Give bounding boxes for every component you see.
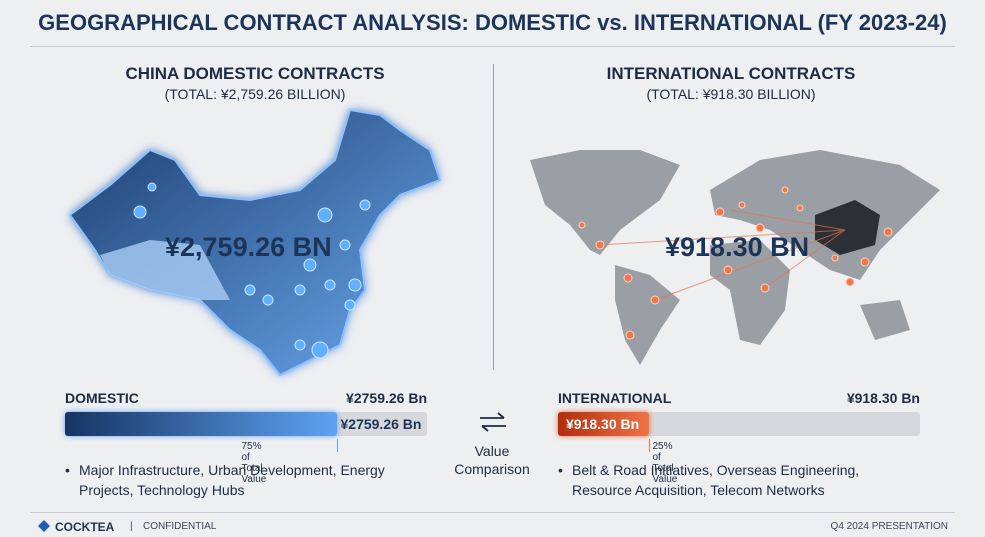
map-label: ¥918.30 BN [665, 232, 810, 262]
bullet: Belt & Road Initiatives, Overseas Engine… [558, 460, 892, 500]
divider [493, 64, 494, 370]
china-highlight [815, 200, 880, 255]
swap-icon [480, 412, 506, 432]
china-dots [133, 182, 371, 359]
comparison-label: Value Comparison [454, 443, 530, 477]
panel-heading: INTERNATIONAL CONTRACTS [606, 64, 856, 83]
bar-track: ¥2759.26 Bn [65, 412, 427, 436]
share-bar: ¥918.30 Bn [558, 412, 649, 436]
rule [30, 512, 955, 513]
brand: COCKTEA [55, 520, 115, 534]
panel-total: (TOTAL: ¥2,759.26 BILLION) [164, 86, 346, 102]
logo-mark [38, 520, 50, 532]
share-bar [65, 412, 337, 436]
bar-value: ¥918.30 Bn [846, 390, 920, 406]
share-tick [648, 439, 650, 452]
footer-right: Q4 2024 PRESENTATION [830, 521, 948, 532]
panel-total: (TOTAL: ¥918.30 BILLION) [646, 86, 816, 102]
bar-track: ¥918.30 Bn [558, 412, 920, 436]
bullet: Major Infrastructure, Urban Development,… [65, 460, 399, 500]
maps [68, 108, 940, 377]
bar-inline-value: ¥2759.26 Bn [340, 416, 422, 432]
share-tick [336, 439, 338, 452]
china-west [100, 240, 230, 300]
bar-inline-value: ¥918.30 Bn [566, 416, 640, 432]
panel-heading: CHINA DOMESTIC CONTRACTS [125, 64, 385, 83]
bar-title: DOMESTIC [65, 390, 139, 406]
bar-value: ¥2759.26 Bn [346, 390, 427, 406]
map-label: ¥2,759.26 BN [165, 232, 332, 262]
sep: | [130, 521, 133, 532]
world-dots [578, 186, 893, 340]
routes [599, 209, 846, 301]
slide-title: GEOGRAPHICAL CONTRACT ANALYSIS: DOMESTIC… [38, 10, 947, 35]
rule [30, 46, 955, 47]
confidential: CONFIDENTIAL [143, 521, 217, 532]
bar-title: INTERNATIONAL [558, 390, 672, 406]
